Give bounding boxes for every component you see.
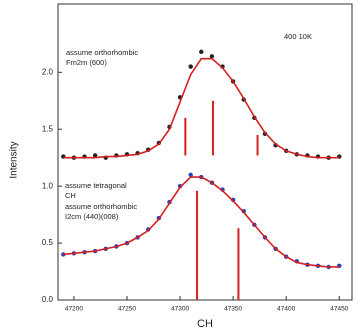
x-tick-label: 47300 bbox=[171, 306, 189, 313]
annotation: Fm2m (600) bbox=[66, 58, 107, 67]
x-tick-label: 47250 bbox=[118, 306, 136, 313]
y-tick-label: 1.5 bbox=[42, 124, 54, 133]
y-tick-label: 1.0 bbox=[42, 181, 54, 190]
y-axis-label: Intensity bbox=[9, 141, 20, 178]
data-point bbox=[209, 54, 215, 59]
x-tick-label: 47350 bbox=[224, 306, 242, 313]
annotation: assume orthorhombic bbox=[66, 48, 138, 57]
data-point bbox=[188, 172, 193, 177]
fit-line bbox=[63, 57, 340, 159]
annotation: assume orthorhombic bbox=[65, 202, 137, 211]
y-tick-label: 0.0 bbox=[42, 295, 54, 304]
annotation: CH bbox=[65, 191, 76, 200]
data-point bbox=[92, 153, 98, 158]
x-tick-label: 47450 bbox=[330, 306, 348, 313]
fit-line bbox=[63, 176, 340, 268]
annotation: assume tetragonal bbox=[65, 181, 127, 190]
annotation: I2cm (440)(008) bbox=[65, 212, 119, 221]
plot-frame bbox=[57, 3, 353, 301]
y-tick-label: 0.5 bbox=[42, 238, 54, 247]
annotation: 400 10K bbox=[284, 32, 312, 41]
data-point bbox=[188, 64, 193, 69]
data-point bbox=[199, 49, 204, 55]
y-tick-label: 2.0 bbox=[42, 67, 54, 76]
x-tick-label: 47200 bbox=[65, 306, 83, 313]
x-tick-label: 47400 bbox=[277, 306, 295, 313]
x-axis-label: CH bbox=[197, 318, 213, 330]
